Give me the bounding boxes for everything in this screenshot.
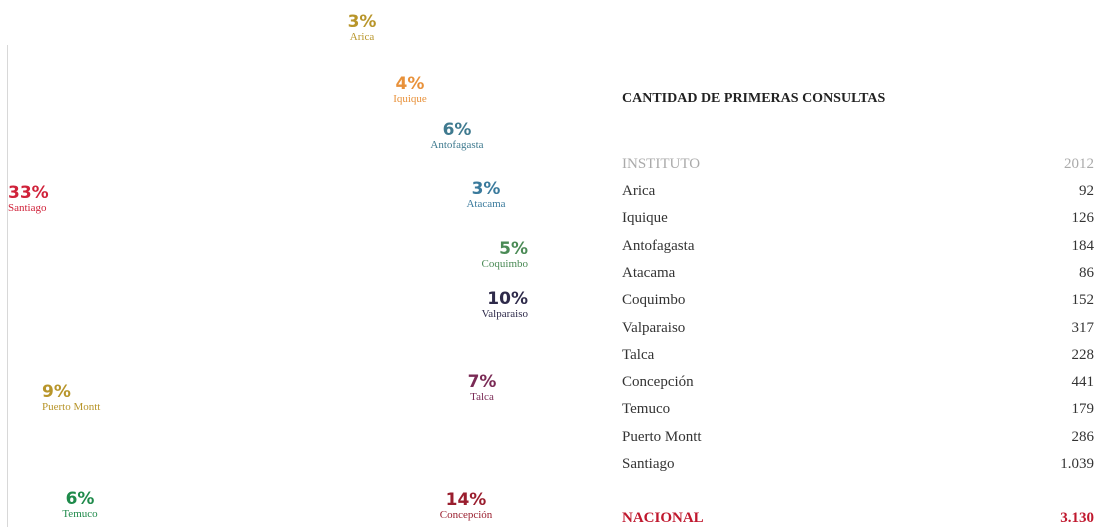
row-value: 179 [1071, 401, 1095, 418]
row-value: 152 [1071, 292, 1095, 309]
region-label: 14% Concepción [440, 492, 493, 521]
region-label: 6% Temuco [62, 491, 97, 520]
row-value: 184 [1071, 237, 1095, 254]
region-percent: 3% [347, 12, 377, 32]
region-name: Puerto Montt [42, 401, 101, 413]
row-value: 228 [1071, 346, 1095, 363]
row-label: Atacama [622, 264, 676, 281]
region-label: 33% Santiago [8, 185, 49, 214]
header-value: 2012 [1064, 156, 1094, 172]
total-label: NACIONAL [622, 510, 704, 526]
region-name: Antofagasta [430, 139, 484, 151]
region-label: 9% Puerto Montt [42, 384, 100, 413]
row-label: Santiago [622, 456, 675, 472]
region-label: 3% Atacama [466, 181, 505, 210]
region-percent: 3% [471, 179, 501, 199]
divider [7, 45, 8, 527]
row-value: 92 [1079, 183, 1094, 199]
region-percent: 5% [499, 239, 528, 259]
region-percent: 10% [487, 289, 528, 309]
row-label: Concepción [622, 374, 694, 391]
region-label: 3% Arica [348, 14, 377, 43]
region-label: 4% Iquique [393, 76, 427, 105]
row-label: Talca [622, 346, 655, 363]
table-title: CANTIDAD DE PRIMERAS CONSULTAS [622, 91, 886, 106]
region-label: 6% Antofagasta [430, 122, 483, 151]
region-name: Concepción [439, 509, 493, 521]
region-name: Talca [470, 391, 494, 403]
region-percent: 7% [467, 372, 497, 392]
region-name: Coquimbo [481, 258, 528, 270]
row-value: 1.039 [1060, 456, 1094, 472]
row-label: Iquique [622, 210, 668, 227]
row-value: 441 [1071, 374, 1095, 391]
region-name: Valparaiso [481, 308, 528, 320]
total-value: 3.130 [1060, 510, 1094, 526]
row-value: 317 [1071, 319, 1095, 336]
row-value: 286 [1071, 428, 1095, 445]
region-percent: 4% [395, 74, 425, 94]
row-label: Arica [622, 183, 656, 199]
row-value: 126 [1071, 210, 1095, 227]
region-name: Temuco [62, 508, 98, 520]
row-label: Antofagasta [622, 237, 695, 254]
region-name: Atacama [466, 198, 506, 210]
row-label: Temuco [622, 401, 671, 418]
region-name: Arica [349, 31, 375, 43]
region-label: 7% Talca [468, 374, 497, 403]
row-label: Valparaiso [622, 319, 686, 336]
header-label: INSTITUTO [622, 156, 701, 172]
region-percent: 6% [65, 489, 95, 509]
region-name: Santiago [8, 202, 47, 214]
region-percent: 14% [445, 490, 487, 510]
region-label: 10% Valparaiso [482, 291, 528, 320]
region-percent: 9% [42, 382, 71, 402]
row-label: Puerto Montt [622, 428, 702, 445]
region-percent: 6% [442, 120, 472, 140]
region-percent: 33% [8, 183, 49, 203]
row-value: 86 [1079, 264, 1094, 281]
region-name: Iquique [393, 93, 427, 105]
region-label: 5% Coquimbo [482, 241, 528, 270]
row-label: Coquimbo [622, 292, 686, 309]
